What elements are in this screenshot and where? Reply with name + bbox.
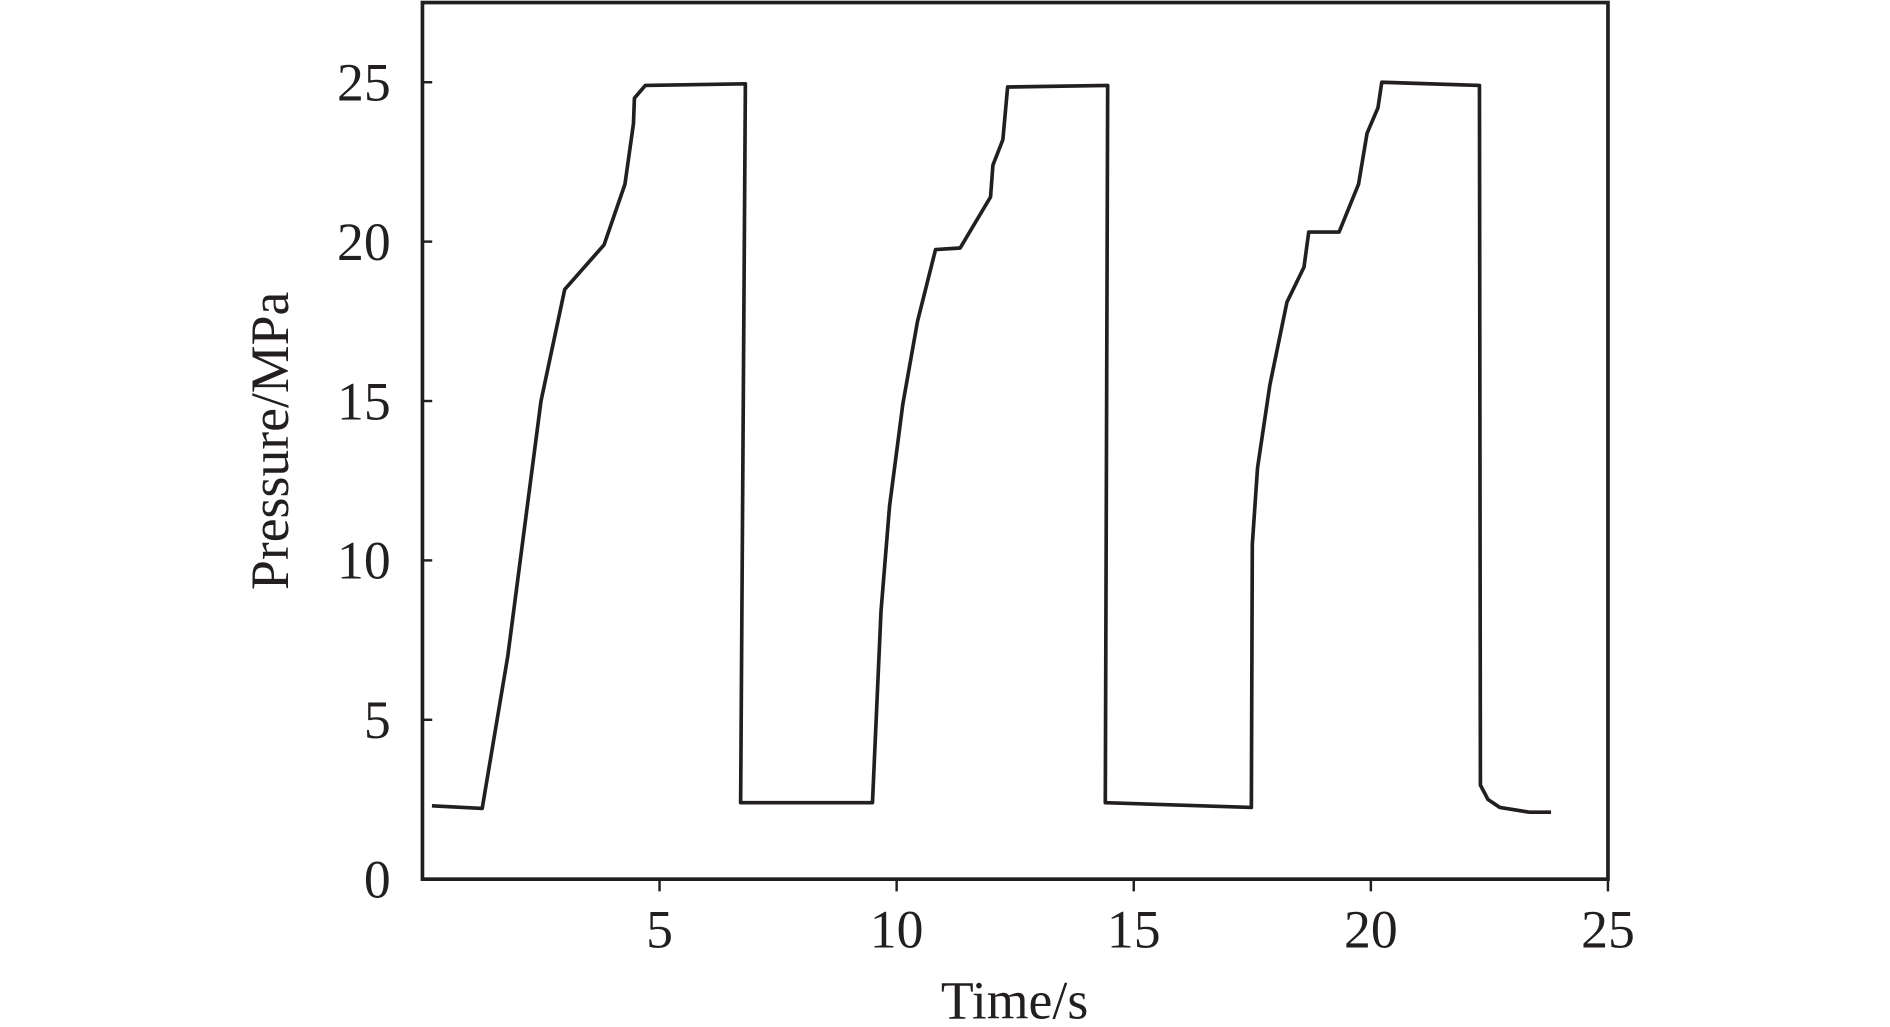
y-tick-label: 25 bbox=[337, 53, 391, 113]
plot-frame bbox=[420, 0, 1610, 881]
x-tick-label: 10 bbox=[870, 900, 924, 960]
x-tick-label: 25 bbox=[1581, 900, 1635, 960]
y-axis-label: Pressure/MPa bbox=[240, 291, 300, 590]
y-tick-label: 10 bbox=[337, 531, 391, 591]
x-tick-label: 15 bbox=[1107, 900, 1161, 960]
y-tick-label: 20 bbox=[337, 212, 391, 272]
data-line bbox=[431, 80, 1552, 815]
x-axis-label: Time/s bbox=[941, 970, 1088, 1027]
y-tick-label: 0 bbox=[364, 849, 391, 909]
y-tick-label: 15 bbox=[337, 371, 391, 431]
x-tick-label: 5 bbox=[646, 900, 673, 960]
x-tick-label: 20 bbox=[1344, 900, 1398, 960]
y-tick-label: 5 bbox=[364, 690, 391, 750]
